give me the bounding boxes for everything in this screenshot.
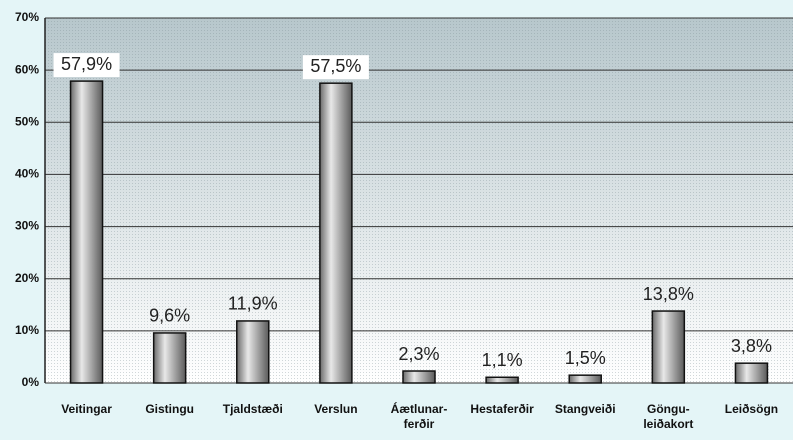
value-label: 1,1% [482,350,523,370]
x-tick-label: Leiðsögn [725,402,778,416]
value-label: 3,8% [731,336,772,356]
bar [319,82,353,384]
bar [402,370,436,384]
value-label: 57,9% [61,54,112,74]
x-tick-label: Veitingar [61,402,112,416]
bar [568,374,602,384]
value-label-box [302,55,369,80]
value-label: 13,8% [643,284,694,304]
y-tick-label: 70% [15,10,39,24]
y-tick-label: 0% [22,375,40,389]
y-tick-label: 40% [15,167,39,181]
value-label: 9,6% [149,306,190,326]
x-tick-label: Gistingu [145,402,194,416]
bar [236,320,270,384]
value-label-box [53,53,120,78]
x-tick-label: Göngu-leiðakort [643,402,693,431]
value-label: 1,5% [565,348,606,368]
x-tick-label: Áætlunar-ferðir [391,401,448,431]
y-tick-label: 50% [15,114,39,128]
y-tick-label: 60% [15,62,39,76]
bar [651,310,686,384]
value-label: 11,9% [228,294,278,314]
bar [152,332,187,384]
value-label: 2,3% [398,344,439,364]
y-tick-label: 20% [15,271,39,285]
bar [734,362,769,384]
y-tick-label: 10% [15,323,39,337]
bar [69,80,104,384]
x-tick-label: Hestaferðir [470,402,534,416]
value-label: 57,5% [310,56,361,76]
x-tick-label: Tjaldstæði [223,402,283,416]
x-tick-label: Stangveiði [555,402,616,416]
y-tick-label: 30% [15,219,39,233]
bar [485,376,519,384]
x-tick-label: Verslun [314,402,357,416]
